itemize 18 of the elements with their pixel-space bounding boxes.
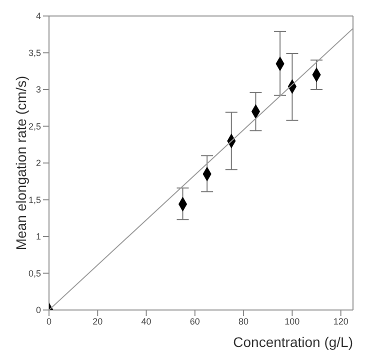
y-axis-title: Mean elongation rate (cm/s)	[12, 76, 29, 250]
y-tick-label: 2,5	[28, 121, 41, 132]
x-tick-label: 100	[284, 316, 300, 326]
x-tick-label: 40	[141, 316, 152, 326]
x-tick-label: 120	[333, 316, 348, 326]
y-tick-label: 0	[36, 305, 41, 316]
x-tick-label: 60	[190, 316, 200, 326]
x-axis-title: Concentration (g/L)	[233, 334, 353, 350]
y-tick-label: 1	[36, 232, 41, 242]
y-tick-label: 4	[36, 11, 41, 22]
y-tick-label: 3,5	[28, 48, 41, 58]
x-tick-label: 80	[238, 316, 249, 326]
y-tick-label: 2	[36, 158, 41, 168]
x-tick-label: 20	[92, 316, 103, 326]
y-tick-label: 3	[36, 84, 41, 95]
y-tick-label: 0,5	[28, 268, 41, 278]
x-tick-label: 0	[46, 316, 52, 326]
y-tick-label: 1,5	[28, 194, 41, 205]
